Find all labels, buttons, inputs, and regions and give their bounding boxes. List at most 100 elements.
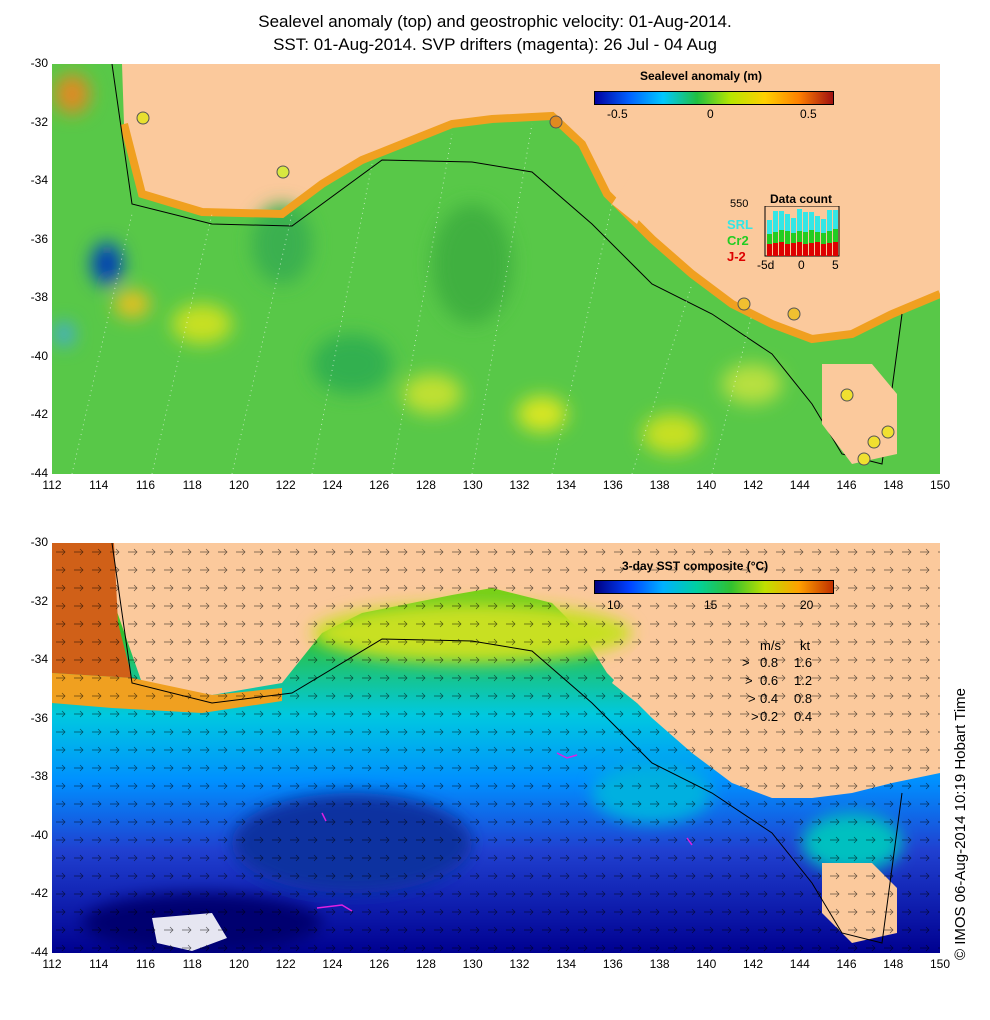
bottom-longitude-tick: 142 <box>743 957 764 971</box>
top-longitude-tick: 128 <box>415 478 436 492</box>
data-count-bar <box>827 243 832 256</box>
data-count-bar <box>773 211 778 232</box>
top-longitude-tick: 116 <box>135 478 156 492</box>
sst-colorbar-tick: 10 <box>607 598 621 612</box>
top-longitude-tick: 118 <box>182 478 202 492</box>
bottom-longitude-tick: 126 <box>369 957 390 971</box>
top-longitude-tick: 130 <box>462 478 483 492</box>
velocity-legend-header: kt <box>800 638 811 653</box>
data-count-bar <box>833 210 838 229</box>
top-longitude-tick: 124 <box>322 478 343 492</box>
figure-title-line-1: Sealevel anomaly (top) and geostrophic v… <box>258 12 732 31</box>
data-count-title: Data count <box>770 192 833 206</box>
data-count-bar <box>797 242 802 256</box>
top-latitude-tick: -36 <box>30 231 48 246</box>
velocity-legend-kt: 1.2 <box>794 673 813 688</box>
bottom-latitude-tick: -42 <box>30 886 48 901</box>
top-longitude-tick: 122 <box>275 478 296 492</box>
data-count-bar <box>809 243 814 256</box>
bottom-latitude-tick: -36 <box>30 710 48 725</box>
velocity-arrow-icon: > <box>751 709 759 724</box>
sla-colorbar-tick: -0.5 <box>607 107 628 121</box>
data-count-bar <box>833 229 838 242</box>
top-longitude-tick: 146 <box>836 478 857 492</box>
top-longitude-tick: 148 <box>883 478 904 492</box>
data-count-bar <box>767 244 772 256</box>
top-latitude-tick: -40 <box>30 348 48 363</box>
bottom-longitude-tick: 114 <box>89 957 109 971</box>
data-count-series-label: Cr2 <box>727 233 749 248</box>
bottom-longitude-tick: 136 <box>602 957 623 971</box>
top-longitude-tick: 150 <box>929 478 951 492</box>
figure-title-line-2: SST: 01-Aug-2014. SVP drifters (magenta)… <box>273 35 717 54</box>
sst-colorbar-tick: 20 <box>800 598 814 612</box>
sla-land <box>612 154 897 464</box>
velocity-legend-ms: 0.2 <box>760 709 779 724</box>
bottom-longitude-tick: 144 <box>789 957 810 971</box>
data-count-bar <box>821 244 826 256</box>
velocity-legend-ms: 0.6 <box>760 673 779 688</box>
data-count-bar <box>803 212 808 232</box>
top-latitude-tick: -30 <box>30 56 48 70</box>
data-count-bar <box>779 242 784 256</box>
data-count-bar <box>833 242 838 256</box>
data-count-bar <box>791 243 796 256</box>
data-count-bar <box>821 219 826 233</box>
sst-map-graphic <box>52 543 940 953</box>
velocity-legend-ms: 0.4 <box>760 691 779 706</box>
sst-shelf-break <box>111 543 903 944</box>
top-latitude-tick: -32 <box>30 114 48 129</box>
data-count-bar <box>785 214 790 231</box>
sla-colorbar-tick: 0.5 <box>800 107 817 121</box>
top-longitude-tick: 142 <box>743 478 764 492</box>
top-longitude-tick: 134 <box>556 478 577 492</box>
data-count-series-label: J-2 <box>727 249 746 264</box>
data-count-bar <box>803 244 808 256</box>
bottom-longitude-tick: 128 <box>415 957 436 971</box>
data-count-bar <box>767 234 772 244</box>
sla-coastal-band <box>120 111 940 344</box>
top-longitude-tick: 112 <box>42 478 62 492</box>
bottom-latitude-tick: -32 <box>30 593 48 608</box>
sea-level-anomaly-map: Sealevel anomaly (m) -0.5 0 0.5 Data cou… <box>52 64 940 474</box>
velocity-arrow-icon: > <box>745 673 753 688</box>
velocity-arrow-icon: > <box>742 655 750 670</box>
sla-colorbar-title: Sealevel anomaly (m) <box>640 69 763 83</box>
top-latitude-tick: -42 <box>30 407 48 422</box>
bottom-longitude-tick: 138 <box>649 957 670 971</box>
bottom-longitude-tick: 134 <box>556 957 577 971</box>
data-count-bar <box>815 242 820 256</box>
bottom-longitude-tick: 112 <box>42 957 62 971</box>
data-count-bar <box>809 212 814 230</box>
sst-colorbar-tick: 15 <box>704 598 718 612</box>
data-count-axis-tick: 0 <box>798 258 805 272</box>
sst-colorbar-title: 3-day SST composite (°C) <box>622 559 769 573</box>
data-count-max-label: 550 <box>730 198 749 210</box>
bottom-longitude-tick: 118 <box>182 957 202 971</box>
data-count-bar <box>791 233 796 243</box>
top-latitude-tick: -38 <box>30 290 48 305</box>
velocity-arrow-icon: > <box>748 691 756 706</box>
top-longitude-tick: 136 <box>602 478 623 492</box>
bottom-longitude-tick: 146 <box>836 957 857 971</box>
data-count-bar <box>767 220 772 234</box>
imos-credit: © IMOS 06-Aug-2014 10:19 Hobart Time <box>952 687 969 960</box>
data-count-bar <box>773 243 778 256</box>
bottom-longitude-tick: 124 <box>322 957 343 971</box>
bottom-longitude-tick: 140 <box>696 957 717 971</box>
data-count-series-label: SRL <box>727 217 753 232</box>
data-count-axis-tick: -5d <box>757 258 775 272</box>
data-count-bar <box>797 231 802 242</box>
top-longitude-tick: 144 <box>789 478 810 492</box>
data-count-bar <box>779 230 784 242</box>
data-count-bar <box>779 211 784 230</box>
data-count-axis-tick: 5 <box>832 258 839 272</box>
bottom-longitude-tick: 150 <box>929 957 951 971</box>
top-longitude-tick: 132 <box>509 478 530 492</box>
bottom-latitude-tick: -40 <box>30 827 48 842</box>
data-count-bar <box>809 230 814 243</box>
data-count-bars <box>764 206 840 257</box>
data-count-bar <box>791 218 796 233</box>
bottom-latitude-tick: -38 <box>30 769 48 784</box>
sst-colorbar <box>594 580 834 594</box>
